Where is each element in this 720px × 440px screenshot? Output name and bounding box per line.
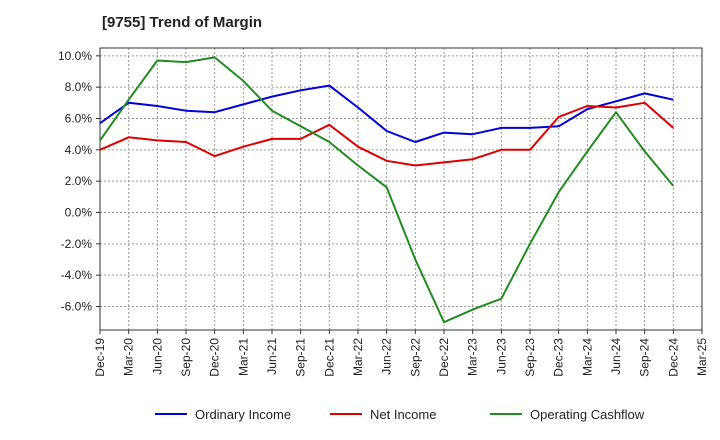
- x-tick-label: Mar-23: [466, 338, 480, 376]
- series-line-ordinary-income: [99, 84, 674, 143]
- x-tick-label: Sep-20: [179, 338, 193, 377]
- y-tick-label: 6.0%: [65, 112, 93, 126]
- legend-label: Net Income: [370, 407, 436, 422]
- x-tick-label: Dec-21: [322, 338, 336, 377]
- y-tick-label: 8.0%: [65, 80, 93, 94]
- x-tick-label: Mar-20: [122, 338, 136, 376]
- x-tick-label: Dec-19: [93, 338, 107, 377]
- x-tick-label: Dec-20: [208, 338, 222, 377]
- series-line-operating-cashflow: [99, 56, 675, 324]
- x-tick-label: Mar-22: [351, 338, 365, 376]
- y-tick-label: -6.0%: [61, 300, 93, 314]
- y-tick-label: -2.0%: [61, 237, 93, 251]
- x-tick-label: Mar-25: [695, 338, 709, 376]
- x-tick-label: Mar-21: [236, 338, 250, 376]
- y-tick-label: 0.0%: [65, 206, 93, 220]
- x-tick-label: Sep-22: [408, 338, 422, 377]
- x-tick-label: Jun-23: [494, 338, 508, 375]
- x-tick-label: Jun-24: [609, 338, 623, 375]
- x-tick-label: Mar-24: [580, 338, 594, 376]
- x-tick-label: Sep-21: [294, 338, 308, 377]
- x-tick-label: Jun-22: [380, 338, 394, 375]
- legend-label: Ordinary Income: [195, 407, 291, 422]
- y-tick-label: -4.0%: [61, 268, 93, 282]
- y-tick-label: 2.0%: [65, 174, 93, 188]
- x-tick-label: Dec-24: [666, 338, 680, 377]
- x-tick-label: Dec-23: [552, 338, 566, 377]
- chart-title: [9755] Trend of Margin: [102, 14, 263, 31]
- x-tick-label: Jun-20: [150, 338, 164, 375]
- series-line-net-income: [99, 101, 674, 167]
- x-tick-label: Dec-22: [437, 338, 451, 377]
- plot-area: [99, 47, 703, 331]
- y-tick-label: 10.0%: [58, 49, 92, 63]
- y-tick-label: 4.0%: [65, 143, 93, 157]
- legend-label: Operating Cashflow: [530, 407, 645, 422]
- x-tick-label: Sep-24: [638, 338, 652, 377]
- x-tick-label: Jun-21: [265, 338, 279, 375]
- x-tick-label: Sep-23: [523, 338, 537, 377]
